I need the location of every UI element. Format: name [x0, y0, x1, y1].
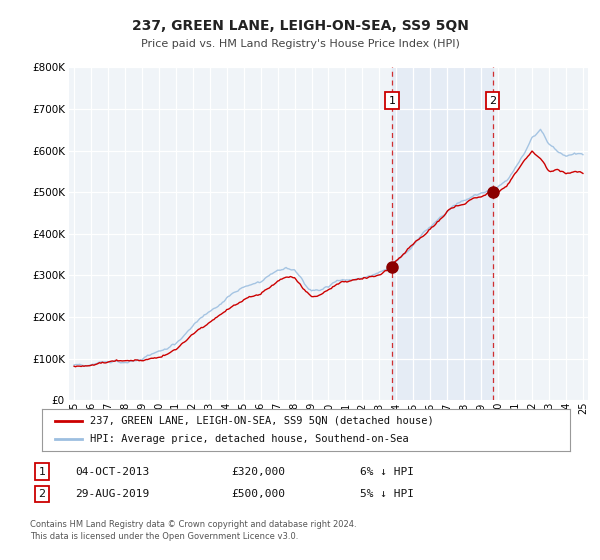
Text: 6% ↓ HPI: 6% ↓ HPI: [360, 466, 414, 477]
Text: HPI: Average price, detached house, Southend-on-Sea: HPI: Average price, detached house, Sout…: [89, 434, 408, 444]
Text: Contains HM Land Registry data © Crown copyright and database right 2024.: Contains HM Land Registry data © Crown c…: [30, 520, 356, 529]
Text: £500,000: £500,000: [231, 489, 285, 499]
Text: £320,000: £320,000: [231, 466, 285, 477]
Text: 237, GREEN LANE, LEIGH-ON-SEA, SS9 5QN (detached house): 237, GREEN LANE, LEIGH-ON-SEA, SS9 5QN (…: [89, 416, 433, 426]
Bar: [392, 67, 493, 400]
Text: 237, GREEN LANE, LEIGH-ON-SEA, SS9 5QN: 237, GREEN LANE, LEIGH-ON-SEA, SS9 5QN: [131, 19, 469, 33]
Text: 1: 1: [38, 466, 46, 477]
Text: 29-AUG-2019: 29-AUG-2019: [75, 489, 149, 499]
Text: Price paid vs. HM Land Registry's House Price Index (HPI): Price paid vs. HM Land Registry's House …: [140, 39, 460, 49]
Text: 2: 2: [38, 489, 46, 499]
Text: 5% ↓ HPI: 5% ↓ HPI: [360, 489, 414, 499]
Text: This data is licensed under the Open Government Licence v3.0.: This data is licensed under the Open Gov…: [30, 532, 298, 541]
Text: 2: 2: [489, 96, 496, 105]
Text: 1: 1: [389, 96, 395, 105]
Text: 04-OCT-2013: 04-OCT-2013: [75, 466, 149, 477]
